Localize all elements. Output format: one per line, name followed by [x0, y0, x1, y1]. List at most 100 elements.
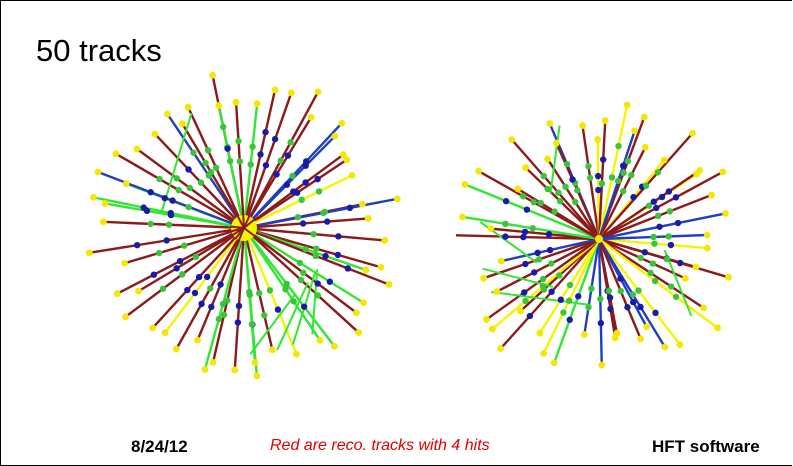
left-track-line — [243, 227, 336, 347]
right-hit — [544, 185, 551, 193]
right-hit — [663, 255, 671, 263]
right-cross-segment — [491, 290, 591, 306]
right-track-endpoint — [637, 335, 645, 343]
left-track-endpoint — [362, 266, 370, 274]
left-hit — [156, 175, 163, 183]
left-hit — [302, 179, 309, 186]
left-hit — [215, 315, 223, 323]
left-track-line — [164, 227, 245, 334]
left-track-endpoint — [90, 193, 97, 201]
left-track-endpoint — [353, 309, 360, 317]
right-hit — [522, 297, 529, 305]
left-hit — [313, 245, 320, 252]
right-track-endpoint — [631, 127, 639, 135]
right-hit — [597, 295, 604, 303]
left-track-endpoint — [287, 89, 295, 97]
left-hit — [161, 194, 168, 202]
left-hit — [176, 257, 184, 265]
right-hit — [574, 187, 581, 194]
right-hit — [586, 174, 594, 182]
left-hit — [284, 152, 292, 159]
right-track-line — [597, 120, 607, 240]
left-hit — [266, 287, 274, 294]
footer-date: 8/24/12 — [131, 437, 188, 456]
left-hit — [261, 312, 268, 319]
right-hit — [676, 259, 684, 267]
left-hit — [203, 273, 211, 281]
right-hit — [520, 233, 527, 241]
left-hit — [195, 273, 203, 281]
left-track-line — [243, 226, 365, 304]
left-hit — [219, 300, 227, 308]
right-track-line — [597, 238, 619, 334]
right-track-line — [597, 104, 629, 240]
right-hit — [642, 182, 650, 189]
left-hit — [198, 300, 205, 308]
left-track-endpoint — [122, 313, 129, 321]
left-track-line — [243, 227, 358, 314]
left-hit — [314, 280, 321, 287]
left-track-endpoint — [85, 249, 93, 257]
left-track-endpoint — [293, 350, 300, 358]
right-track-endpoint — [459, 213, 466, 221]
right-track-endpoint — [579, 122, 586, 129]
right-hit — [563, 160, 571, 168]
left-hit — [324, 218, 331, 225]
left-hits — [85, 71, 401, 380]
right-hit — [535, 256, 543, 263]
right-cross-segment — [549, 125, 561, 194]
left-track-endpoint — [316, 336, 324, 344]
left-hit — [181, 242, 188, 249]
right-track-line — [597, 238, 648, 328]
left-track-line — [243, 135, 336, 229]
left-track-line — [234, 102, 246, 229]
left-hit — [298, 196, 305, 204]
right-hit — [566, 281, 574, 289]
left-track-endpoint — [100, 218, 107, 226]
right-hit — [575, 293, 582, 300]
left-track-endpoint — [253, 100, 261, 108]
right-track-endpoint — [475, 167, 482, 175]
right-track-endpoint — [598, 361, 606, 369]
right-hit — [530, 199, 537, 206]
left-hit — [207, 168, 215, 176]
right-track-line — [546, 158, 601, 240]
right-hit — [629, 291, 637, 298]
left-track-endpoint — [215, 102, 223, 109]
left-hit — [173, 265, 180, 272]
left-track-endpoint — [339, 151, 347, 158]
right-hit — [637, 303, 644, 311]
left-hit — [326, 278, 334, 285]
right-hit — [652, 309, 659, 317]
right-hit — [672, 293, 680, 300]
right-hit — [667, 241, 675, 249]
left-hit — [208, 303, 215, 311]
left-hit — [299, 220, 307, 227]
left-hit — [204, 147, 212, 154]
right-track-endpoint — [641, 143, 649, 151]
left-hit — [235, 302, 243, 310]
right-track-endpoint — [722, 210, 729, 217]
right-track-line — [597, 130, 636, 240]
left-hit — [262, 162, 270, 169]
left-hit — [322, 252, 329, 260]
right-track-endpoint — [580, 331, 588, 338]
right-hit — [556, 197, 564, 205]
right-track-endpoint — [480, 274, 488, 282]
right-hit — [531, 269, 538, 276]
left-track-endpoint — [381, 237, 389, 244]
right-hit — [617, 287, 624, 295]
right-hit — [650, 198, 658, 205]
right-track-endpoint — [725, 273, 732, 281]
left-hit — [283, 280, 290, 288]
left-track-endpoint — [184, 103, 192, 111]
right-hit — [548, 260, 555, 267]
right-track-endpoint — [522, 164, 530, 171]
left-track-endpoint — [360, 299, 367, 307]
right-track-line — [542, 238, 601, 354]
right-track-endpoint — [544, 155, 551, 163]
left-track-endpoint — [355, 329, 363, 336]
right-track-line — [464, 183, 600, 241]
left-track-endpoint — [253, 372, 261, 380]
